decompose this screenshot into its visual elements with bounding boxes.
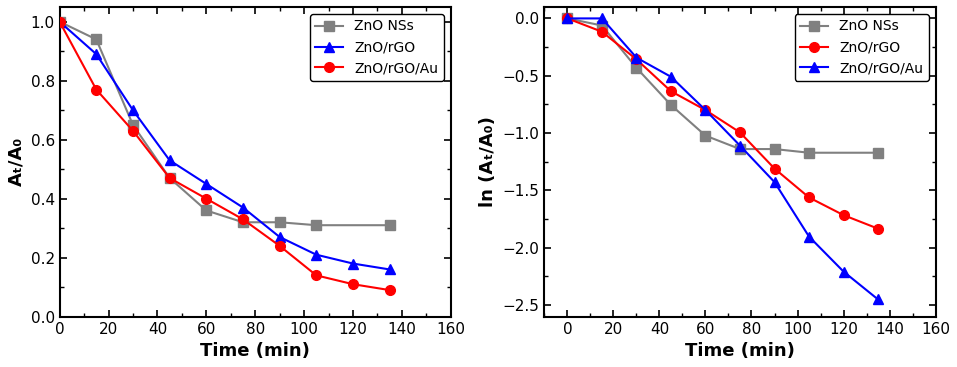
ZnO/rGO — [274, 235, 285, 239]
ZnO/rGO — [347, 261, 359, 266]
Line: ZnO/rGO: ZnO/rGO — [55, 17, 394, 274]
ZnO NSs — [734, 147, 746, 151]
ZnO NSs — [311, 223, 323, 228]
ZnO/rGO/Au — [384, 288, 395, 292]
ZnO/rGO/Au — [768, 180, 780, 184]
Y-axis label: Aₜ/A₀: Aₜ/A₀ — [7, 137, 25, 186]
ZnO NSs — [700, 134, 711, 138]
ZnO NSs — [665, 103, 677, 107]
ZnO/rGO — [237, 205, 249, 210]
ZnO/rGO — [734, 130, 746, 135]
Line: ZnO NSs: ZnO NSs — [55, 17, 394, 230]
Text: (a): (a) — [408, 16, 439, 35]
ZnO NSs — [562, 16, 573, 21]
ZnO/rGO/Au — [164, 176, 175, 180]
ZnO/rGO — [665, 89, 677, 94]
ZnO/rGO/Au — [201, 196, 212, 201]
Legend: ZnO NSs, ZnO/rGO, ZnO/rGO/Au: ZnO NSs, ZnO/rGO, ZnO/rGO/Au — [310, 14, 444, 81]
ZnO/rGO — [54, 19, 65, 24]
ZnO/rGO — [562, 16, 573, 21]
ZnO/rGO/Au — [734, 143, 746, 148]
ZnO NSs — [768, 147, 780, 151]
ZnO NSs — [201, 208, 212, 212]
ZnO NSs — [127, 123, 139, 127]
ZnO/rGO/Au — [803, 235, 814, 239]
ZnO NSs — [274, 220, 285, 225]
X-axis label: Time (min): Time (min) — [200, 342, 310, 360]
ZnO/rGO/Au — [700, 108, 711, 112]
X-axis label: Time (min): Time (min) — [685, 342, 795, 360]
ZnO/rGO — [311, 252, 323, 257]
ZnO/rGO — [872, 226, 883, 231]
ZnO/rGO/Au — [596, 16, 608, 21]
ZnO/rGO/Au — [665, 75, 677, 79]
Y-axis label: ln (Aₜ/A₀): ln (Aₜ/A₀) — [479, 116, 497, 207]
ZnO/rGO — [837, 213, 849, 217]
Line: ZnO/rGO/Au: ZnO/rGO/Au — [55, 17, 394, 295]
Text: (b): (b) — [892, 16, 924, 35]
ZnO/rGO — [127, 108, 139, 112]
ZnO/rGO/Au — [91, 87, 102, 92]
ZnO/rGO — [596, 29, 608, 34]
ZnO/rGO — [384, 267, 395, 272]
ZnO/rGO/Au — [347, 282, 359, 286]
ZnO/rGO/Au — [54, 19, 65, 24]
ZnO/rGO — [803, 195, 814, 200]
ZnO/rGO/Au — [237, 217, 249, 222]
ZnO/rGO — [631, 57, 642, 62]
ZnO/rGO — [91, 52, 102, 57]
Legend: ZnO NSs, ZnO/rGO, ZnO/rGO/Au: ZnO NSs, ZnO/rGO, ZnO/rGO/Au — [794, 14, 928, 81]
ZnO NSs — [164, 176, 175, 180]
ZnO/rGO/Au — [872, 297, 883, 302]
ZnO NSs — [91, 37, 102, 41]
ZnO/rGO/Au — [274, 244, 285, 248]
ZnO/rGO — [201, 182, 212, 186]
ZnO NSs — [237, 220, 249, 225]
ZnO/rGO/Au — [311, 273, 323, 277]
ZnO/rGO — [768, 166, 780, 171]
ZnO NSs — [54, 19, 65, 24]
ZnO NSs — [803, 150, 814, 155]
ZnO NSs — [872, 150, 883, 155]
Line: ZnO/rGO: ZnO/rGO — [563, 14, 883, 233]
ZnO/rGO — [700, 108, 711, 112]
ZnO/rGO/Au — [837, 269, 849, 274]
ZnO/rGO/Au — [631, 55, 642, 60]
ZnO NSs — [596, 23, 608, 28]
ZnO NSs — [384, 223, 395, 228]
Line: ZnO/rGO/Au: ZnO/rGO/Au — [563, 14, 883, 304]
ZnO/rGO/Au — [127, 128, 139, 133]
Line: ZnO NSs: ZnO NSs — [563, 14, 883, 157]
ZnO NSs — [631, 66, 642, 70]
ZnO/rGO/Au — [562, 16, 573, 21]
ZnO/rGO — [164, 158, 175, 163]
